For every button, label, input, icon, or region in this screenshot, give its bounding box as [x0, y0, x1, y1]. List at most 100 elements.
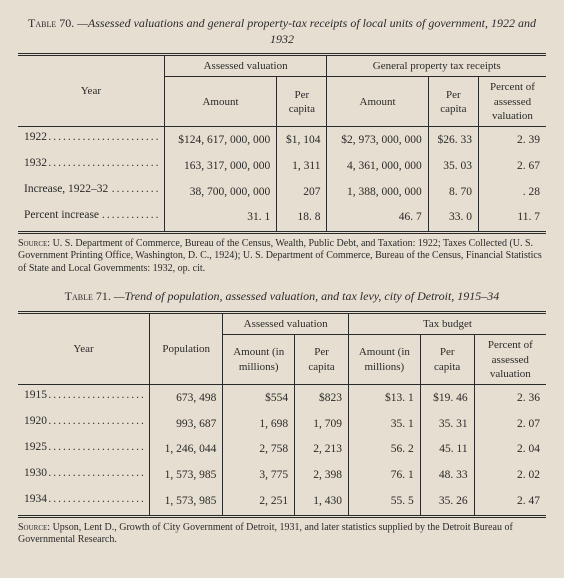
- col-av-percap: Per capita: [308, 346, 334, 372]
- cell-gp_percap: $26. 33: [428, 127, 478, 153]
- cell-tb_amount: 76. 1: [348, 463, 420, 489]
- col-tb-group: Tax budget: [423, 318, 472, 330]
- cell-av_percap: $823: [295, 385, 349, 411]
- table-71-caption: Table 71. —Trend of population, assessed…: [18, 289, 546, 305]
- cell-tb_percap: 35. 26: [420, 489, 474, 515]
- cell-av_amount: 3, 775: [223, 463, 295, 489]
- table-70-table: Year Assessed valuation General property…: [18, 56, 546, 231]
- cell-tb_percap: $19. 46: [420, 385, 474, 411]
- cell-av_amount: 31. 1: [164, 205, 276, 231]
- table-70: Table 70. —Assessed valuations and gener…: [18, 16, 546, 275]
- cell-pct: 2. 02: [474, 463, 546, 489]
- cell-gp_percap: 35. 03: [428, 153, 478, 179]
- source-text: U. S. Department of Commerce, Bureau of …: [18, 238, 542, 274]
- cell-tb_amount: 55. 5: [348, 489, 420, 515]
- cell-av_percap: 1, 311: [277, 153, 327, 179]
- table-71-source: Source: Upson, Lent D., Growth of City G…: [18, 522, 546, 547]
- cell-pop: 993, 687: [150, 411, 223, 437]
- cell-year: 1922: [18, 127, 164, 153]
- cell-pct: 2. 36: [474, 385, 546, 411]
- table-row: 1932163, 317, 000, 0001, 3114, 361, 000,…: [18, 153, 546, 179]
- cell-tb_percap: 48. 33: [420, 463, 474, 489]
- cell-av_amount: 2, 758: [223, 437, 295, 463]
- table-row: Percent increase31. 118. 846. 733. 011. …: [18, 205, 546, 231]
- cell-av_amount: 1, 698: [223, 411, 295, 437]
- col-av-amount: Amount: [202, 96, 238, 108]
- table-70-caption-text: —Assessed valuations and general propert…: [77, 16, 536, 46]
- cell-year: 1925: [18, 437, 150, 463]
- table-row: 19301, 573, 9853, 7752, 39876. 148. 332.…: [18, 463, 546, 489]
- cell-year: 1932: [18, 153, 164, 179]
- cell-pop: 673, 498: [150, 385, 223, 411]
- cell-pct: 2. 04: [474, 437, 546, 463]
- table-70-source: Source: U. S. Department of Commerce, Bu…: [18, 238, 546, 276]
- cell-pct: 2. 39: [478, 127, 546, 153]
- cell-pct: 2. 47: [474, 489, 546, 515]
- cell-gp_percap: 8. 70: [428, 179, 478, 205]
- col-pct: Percent of assessed valuation: [488, 339, 533, 380]
- cell-av_amount: 163, 317, 000, 000: [164, 153, 276, 179]
- cell-av_amount: $554: [223, 385, 295, 411]
- col-year: Year: [81, 85, 101, 97]
- cell-year: 1930: [18, 463, 150, 489]
- cell-av_percap: 18. 8: [277, 205, 327, 231]
- table-row: 1915673, 498$554$823$13. 1$19. 462. 36: [18, 385, 546, 411]
- cell-av_amount: 2, 251: [223, 489, 295, 515]
- table-70-label: Table 70.: [28, 16, 74, 30]
- cell-tb_amount: 56. 2: [348, 437, 420, 463]
- cell-pop: 1, 573, 985: [150, 463, 223, 489]
- cell-tb_amount: $13. 1: [348, 385, 420, 411]
- cell-tb_percap: 45. 11: [420, 437, 474, 463]
- cell-av_amount: 38, 700, 000, 000: [164, 179, 276, 205]
- cell-av_percap: 2, 213: [295, 437, 349, 463]
- table-row: Increase, 1922–3238, 700, 000, 0002071, …: [18, 179, 546, 205]
- cell-av_percap: $1, 104: [277, 127, 327, 153]
- col-pop: Population: [162, 343, 210, 355]
- cell-pct: . 28: [478, 179, 546, 205]
- table-row: 1922$124, 617, 000, 000$1, 104$2, 973, 0…: [18, 127, 546, 153]
- table-71: Table 71. —Trend of population, assessed…: [18, 289, 546, 546]
- cell-tb_amount: 35. 1: [348, 411, 420, 437]
- col-tb-amount: Amount (in millions): [359, 346, 410, 372]
- table-row: 19341, 573, 9852, 2511, 43055. 535. 262.…: [18, 489, 546, 515]
- cell-pct: 2. 07: [474, 411, 546, 437]
- cell-pop: 1, 246, 044: [150, 437, 223, 463]
- cell-av_percap: 207: [277, 179, 327, 205]
- cell-av_percap: 1, 709: [295, 411, 349, 437]
- cell-pop: 1, 573, 985: [150, 489, 223, 515]
- cell-av_amount: $124, 617, 000, 000: [164, 127, 276, 153]
- cell-gp_amount: $2, 973, 000, 000: [327, 127, 428, 153]
- cell-gp_percap: 33. 0: [428, 205, 478, 231]
- table-70-caption: Table 70. —Assessed valuations and gener…: [18, 16, 546, 47]
- source-label: Source:: [18, 238, 50, 249]
- table-row: 19251, 246, 0442, 7582, 21356. 245. 112.…: [18, 437, 546, 463]
- cell-tb_percap: 35. 31: [420, 411, 474, 437]
- col-year: Year: [73, 343, 93, 355]
- col-gp-amount: Amount: [360, 96, 396, 108]
- col-gp-group: General property tax receipts: [373, 60, 501, 72]
- cell-av_percap: 1, 430: [295, 489, 349, 515]
- cell-year: 1934: [18, 489, 150, 515]
- col-av-amount: Amount (in millions): [233, 346, 284, 372]
- source-label: Source:: [18, 522, 50, 533]
- cell-gp_amount: 4, 361, 000, 000: [327, 153, 428, 179]
- source-text: Upson, Lent D., Growth of City Governmen…: [18, 522, 513, 546]
- cell-year: 1920: [18, 411, 150, 437]
- table-71-table: Year Population Assessed valuation Tax b…: [18, 314, 546, 515]
- col-pct: Percent of assessed valuation: [490, 81, 535, 122]
- cell-year: Increase, 1922–32: [18, 179, 164, 205]
- col-gp-percap: Per capita: [440, 89, 466, 115]
- col-tb-percap: Per capita: [434, 346, 460, 372]
- table-71-label: Table 71.: [65, 289, 111, 303]
- cell-year: 1915: [18, 385, 150, 411]
- cell-gp_amount: 1, 388, 000, 000: [327, 179, 428, 205]
- cell-year: Percent increase: [18, 205, 164, 231]
- cell-gp_amount: 46. 7: [327, 205, 428, 231]
- col-av-group: Assessed valuation: [204, 60, 288, 72]
- cell-pct: 2. 67: [478, 153, 546, 179]
- table-71-caption-text: —Trend of population, assessed valuation…: [114, 289, 499, 303]
- col-av-percap: Per capita: [289, 89, 315, 115]
- cell-pct: 11. 7: [478, 205, 546, 231]
- table-row: 1920993, 6871, 6981, 70935. 135. 312. 07: [18, 411, 546, 437]
- cell-av_percap: 2, 398: [295, 463, 349, 489]
